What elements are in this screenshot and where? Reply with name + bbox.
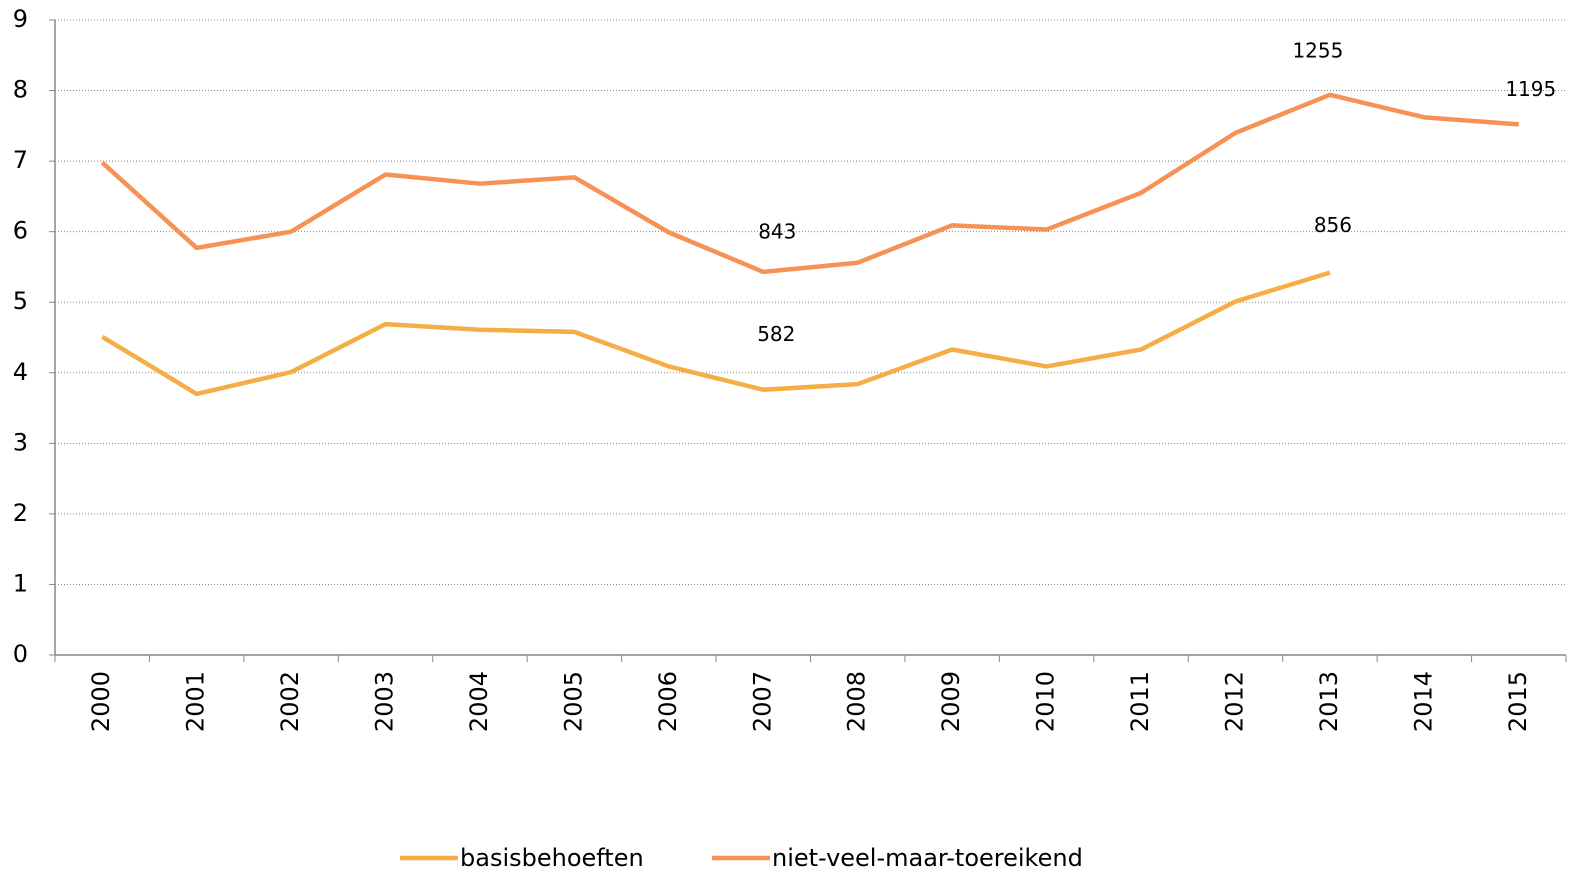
- x-tick-label: 2010: [1032, 671, 1060, 732]
- x-tick-label: 2007: [748, 671, 776, 732]
- x-tick-label: 2009: [937, 671, 965, 732]
- x-tick-label: 2006: [654, 671, 682, 732]
- annotation: 1255: [1292, 38, 1343, 62]
- x-tick-label: 2013: [1315, 671, 1343, 732]
- x-tick-label: 2003: [371, 671, 399, 732]
- x-tick-label: 2001: [182, 671, 210, 732]
- y-tick-label: 2: [13, 499, 28, 527]
- x-tick-label: 2014: [1409, 671, 1437, 732]
- legend-label: niet-veel-maar-toereikend: [772, 844, 1083, 872]
- legend: basisbehoeften niet-veel-maar-toereikend: [400, 844, 1083, 872]
- annotation: 1195: [1505, 77, 1556, 101]
- y-tick-label: 8: [13, 76, 28, 104]
- y-tick-label: 9: [13, 5, 28, 33]
- y-tick-label: 4: [13, 358, 28, 386]
- y-tick-label: 3: [13, 428, 28, 456]
- annotation: 856: [1314, 213, 1352, 237]
- x-tick-label: 2012: [1220, 671, 1248, 732]
- x-tick-label: 2015: [1504, 671, 1532, 732]
- series-line: [100, 92, 1519, 275]
- x-tick-label: 2000: [87, 671, 115, 732]
- x-tick-label: 2004: [465, 671, 493, 732]
- y-tick-label: 7: [13, 146, 28, 174]
- x-tick-label: 2008: [843, 671, 871, 732]
- series-line: [101, 270, 1331, 397]
- legend-label: basisbehoeften: [460, 844, 644, 872]
- annotation: 582: [757, 322, 795, 346]
- x-tick-label: 2011: [1126, 671, 1154, 732]
- y-tick-label: 6: [13, 217, 28, 245]
- y-tick-label: 0: [13, 640, 28, 668]
- annotation: 843: [758, 219, 796, 243]
- x-tick-label: 2002: [276, 671, 304, 732]
- y-tick-label: 1: [13, 569, 28, 597]
- x-tick-label: 2005: [559, 671, 587, 732]
- y-tick-label: 5: [13, 287, 28, 315]
